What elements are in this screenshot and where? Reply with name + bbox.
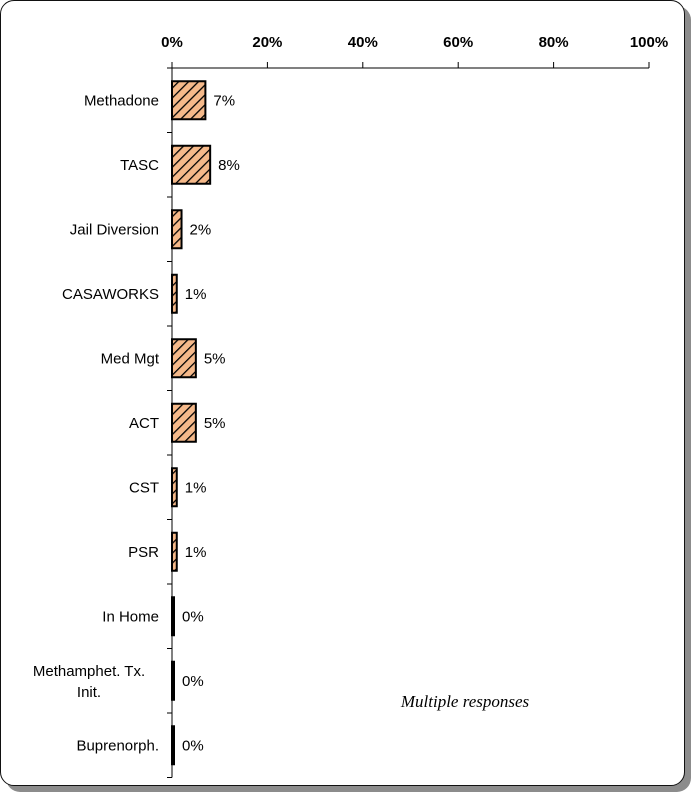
bar xyxy=(171,80,207,121)
data-label: 0% xyxy=(182,737,204,754)
category-label: ACT xyxy=(129,415,159,432)
x-tick-label: 60% xyxy=(443,34,473,51)
x-tick-label: 0% xyxy=(161,34,183,51)
bar xyxy=(171,338,197,379)
data-label: 1% xyxy=(185,479,207,496)
bar xyxy=(171,467,178,508)
data-label: 8% xyxy=(218,157,240,174)
bar-chart: 0% 20% 40% 60% 80% 100% Methadone 7% TASC 8% Jail… xyxy=(33,34,668,778)
data-label: 1% xyxy=(185,286,207,303)
x-tick-label: 80% xyxy=(539,34,569,51)
bars: Methadone 7% TASC 8% Jail Diversion 2% CASAWOR… xyxy=(33,80,240,766)
data-label: 7% xyxy=(213,92,235,109)
bar xyxy=(171,725,175,766)
category-label: Buprenorph. xyxy=(76,737,159,754)
bar xyxy=(171,144,212,185)
x-tick-label: 40% xyxy=(348,34,378,51)
category-label: PSR xyxy=(128,544,159,561)
bar xyxy=(171,209,183,250)
category-label: Methamphet. Tx. Init. xyxy=(33,663,145,701)
category-label: Methadone xyxy=(84,92,159,109)
bar xyxy=(171,273,178,314)
bar xyxy=(171,596,175,637)
category-label: Jail Diversion xyxy=(70,221,159,238)
category-label: TASC xyxy=(120,157,159,174)
data-label: 2% xyxy=(190,221,212,238)
data-label: 5% xyxy=(204,350,226,367)
bar xyxy=(171,402,197,443)
data-label: 5% xyxy=(204,415,226,432)
bar xyxy=(171,531,178,572)
category-label: CST xyxy=(129,479,159,496)
category-label: In Home xyxy=(102,608,159,625)
data-label: 0% xyxy=(182,673,204,690)
data-label: 1% xyxy=(185,544,207,561)
x-tick-label: 100% xyxy=(630,34,668,51)
data-label: 0% xyxy=(182,608,204,625)
x-tick-label: 20% xyxy=(252,34,282,51)
category-label: Med Mgt xyxy=(101,350,160,367)
category-label: CASAWORKS xyxy=(62,286,159,303)
x-axis: 0% 20% 40% 60% 80% 100% xyxy=(161,34,668,778)
bar xyxy=(171,660,175,701)
annotation-multiple-responses: Multiple responses xyxy=(400,692,530,711)
